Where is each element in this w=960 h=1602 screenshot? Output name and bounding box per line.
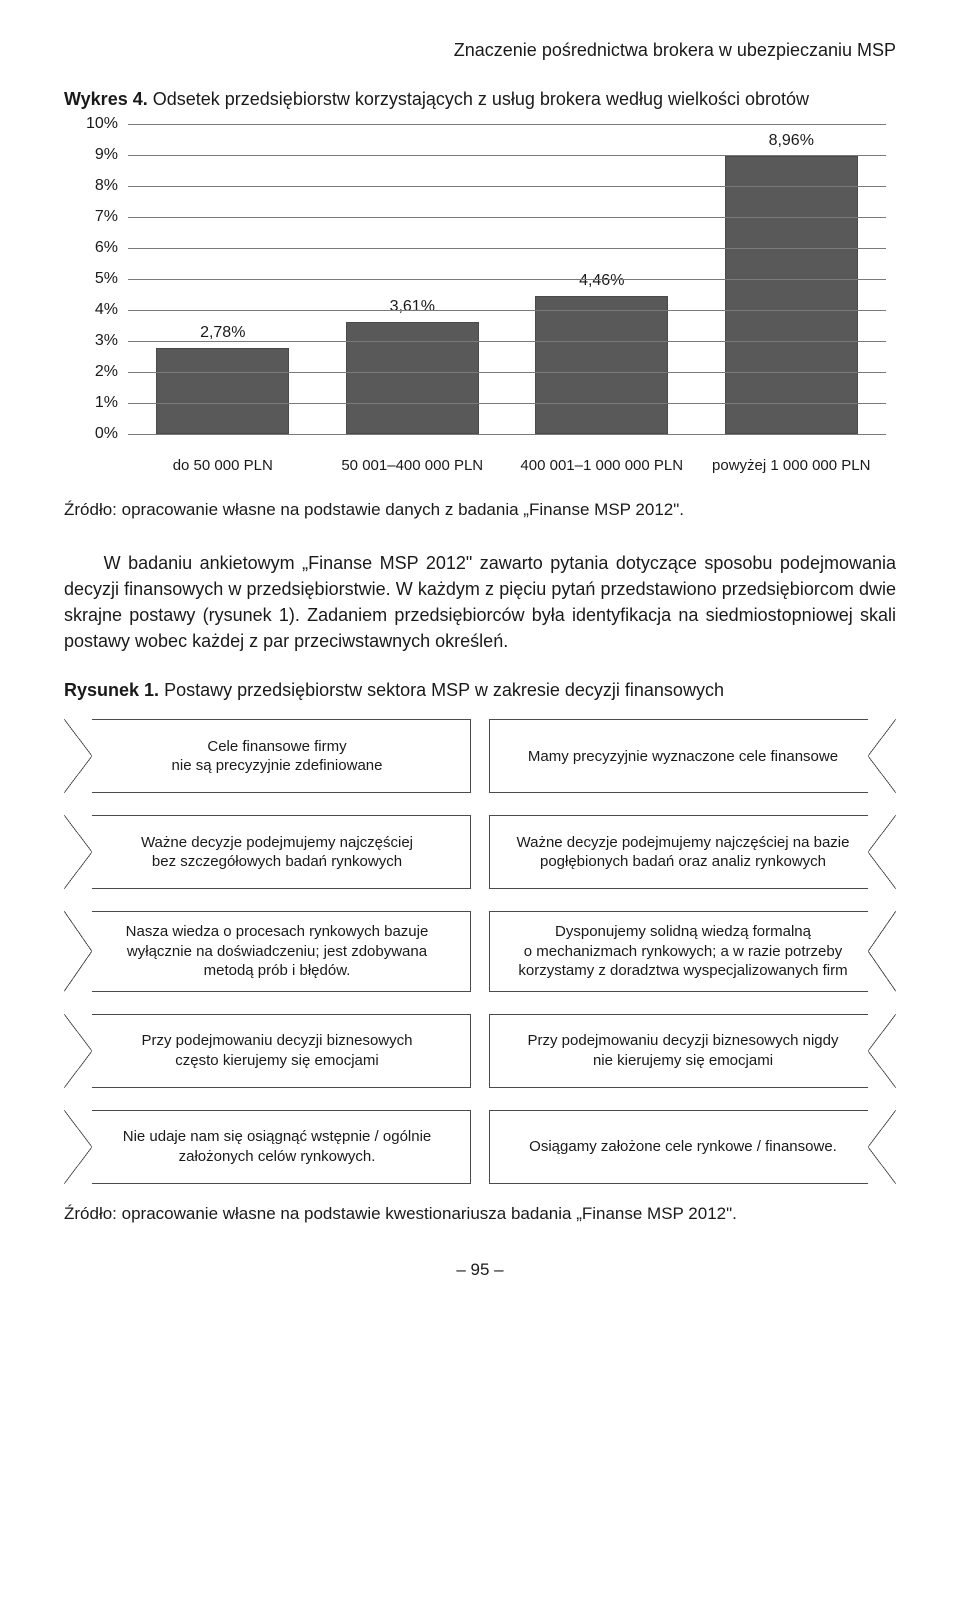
figure-title-prefix: Rysunek 1. xyxy=(64,680,159,700)
arrow-right: Osiągamy założone cele rynkowe / finanso… xyxy=(489,1110,896,1184)
y-tick-label: 2% xyxy=(68,363,118,381)
plot-area: 2,78%3,61%4,46%8,96% 0%1%2%3%4%5%6%7%8%9… xyxy=(128,124,886,434)
opposing-arrows-figure: Cele finansowe firmynie są precyzyjnie z… xyxy=(64,719,896,1184)
arrow-left: Cele finansowe firmynie są precyzyjnie z… xyxy=(64,719,471,793)
y-tick-label: 0% xyxy=(68,425,118,443)
chart-title: Wykres 4. Odsetek przedsiębiorstw korzys… xyxy=(64,89,896,110)
arrow-row: Nasza wiedza o procesach rynkowych bazuj… xyxy=(64,911,896,992)
arrow-right-text: Przy podejmowaniu decyzji biznesowych ni… xyxy=(489,1014,868,1088)
arrow-right: Dysponujemy solidną wiedzą formalnąo mec… xyxy=(489,911,896,992)
y-tick-label: 1% xyxy=(68,394,118,412)
arrow-left-text: Ważne decyzje podejmujemy najczęściejbez… xyxy=(92,815,471,889)
arrow-left-text: Przy podejmowaniu decyzji biznesowychczę… xyxy=(92,1014,471,1088)
bar-value-label: 3,61% xyxy=(390,298,435,316)
x-category-label: do 50 000 PLN xyxy=(128,457,318,474)
bar xyxy=(535,296,668,434)
gridline xyxy=(128,124,886,125)
arrow-right-text: Dysponujemy solidną wiedzą formalnąo mec… xyxy=(489,911,868,992)
x-category-label: 400 001–1 000 000 PLN xyxy=(507,457,697,474)
page: Znaczenie pośrednictwa brokera w ubezpie… xyxy=(0,0,960,1320)
gridline xyxy=(128,403,886,404)
body-paragraph-text: W badaniu ankietowym „Finanse MSP 2012" … xyxy=(64,553,896,651)
y-tick-label: 5% xyxy=(68,270,118,288)
figure-title-text: Postawy przedsiębiorstw sektora MSP w za… xyxy=(164,680,724,700)
arrow-row: Przy podejmowaniu decyzji biznesowychczę… xyxy=(64,1014,896,1088)
gridline xyxy=(128,434,886,435)
bar-value-label: 8,96% xyxy=(769,132,814,150)
arrow-row: Ważne decyzje podejmujemy najczęściejbez… xyxy=(64,815,896,889)
x-category-label: powyżej 1 000 000 PLN xyxy=(697,457,887,474)
y-tick-label: 9% xyxy=(68,146,118,164)
gridline xyxy=(128,248,886,249)
bar xyxy=(346,322,479,434)
gridline xyxy=(128,279,886,280)
running-title: Znaczenie pośrednictwa brokera w ubezpie… xyxy=(64,40,896,61)
arrow-right-text: Mamy precyzyjnie wyznaczone cele finanso… xyxy=(489,719,868,793)
gridline xyxy=(128,186,886,187)
y-tick-label: 7% xyxy=(68,208,118,226)
arrow-right: Mamy precyzyjnie wyznaczone cele finanso… xyxy=(489,719,896,793)
bar-value-label: 4,46% xyxy=(579,272,624,290)
y-tick-label: 3% xyxy=(68,332,118,350)
bar-chart: 2,78% 3,61% 4,46% 8,96% 0% 1% 2% 3% 4% 5% 6% 7% 8% 9… xyxy=(64,114,896,494)
y-tick-label: 4% xyxy=(68,301,118,319)
gridline xyxy=(128,310,886,311)
chart-title-prefix: Wykres 4. xyxy=(64,89,148,109)
x-axis-labels: do 50 000 PLN50 001–400 000 PLN400 001–1… xyxy=(128,457,886,474)
y-tick-label: 6% xyxy=(68,239,118,257)
chart-source: Źródło: opracowanie własne na podstawie … xyxy=(64,500,896,520)
arrow-right-text: Ważne decyzje podejmujemy najczęściej na… xyxy=(489,815,868,889)
figure-source: Źródło: opracowanie własne na podstawie … xyxy=(64,1204,896,1224)
gridline xyxy=(128,155,886,156)
chart-wrap: 2,78% 3,61% 4,46% 8,96% 0% 1% 2% 3% 4% 5% 6% 7% 8% 9… xyxy=(64,114,896,520)
y-tick-label: 8% xyxy=(68,177,118,195)
figure-title: Rysunek 1. Postawy przedsiębiorstw sekto… xyxy=(64,680,896,701)
arrow-left-text: Nie udaje nam się osiągnąć wstępnie / og… xyxy=(92,1110,471,1184)
bar xyxy=(725,156,858,434)
y-tick-label: 10% xyxy=(68,115,118,133)
arrow-right-text: Osiągamy założone cele rynkowe / finanso… xyxy=(489,1110,868,1184)
arrow-right: Przy podejmowaniu decyzji biznesowych ni… xyxy=(489,1014,896,1088)
gridline xyxy=(128,341,886,342)
chart-title-text: Odsetek przedsiębiorstw korzystających z… xyxy=(153,89,809,109)
arrow-left: Ważne decyzje podejmujemy najczęściejbez… xyxy=(64,815,471,889)
gridline xyxy=(128,217,886,218)
gridline xyxy=(128,372,886,373)
arrow-left: Nie udaje nam się osiągnąć wstępnie / og… xyxy=(64,1110,471,1184)
arrow-right: Ważne decyzje podejmujemy najczęściej na… xyxy=(489,815,896,889)
x-category-label: 50 001–400 000 PLN xyxy=(318,457,508,474)
page-number: – 95 – xyxy=(64,1260,896,1280)
arrow-left: Nasza wiedza o procesach rynkowych bazuj… xyxy=(64,911,471,992)
arrow-left: Przy podejmowaniu decyzji biznesowychczę… xyxy=(64,1014,471,1088)
arrow-left-text: Nasza wiedza o procesach rynkowych bazuj… xyxy=(92,911,471,992)
bar-value-label: 2,78% xyxy=(200,324,245,342)
body-paragraph: W badaniu ankietowym „Finanse MSP 2012" … xyxy=(64,550,896,654)
arrow-left-text: Cele finansowe firmynie są precyzyjnie z… xyxy=(92,719,471,793)
arrow-row: Cele finansowe firmynie są precyzyjnie z… xyxy=(64,719,896,793)
arrow-row: Nie udaje nam się osiągnąć wstępnie / og… xyxy=(64,1110,896,1184)
bar xyxy=(156,348,289,434)
